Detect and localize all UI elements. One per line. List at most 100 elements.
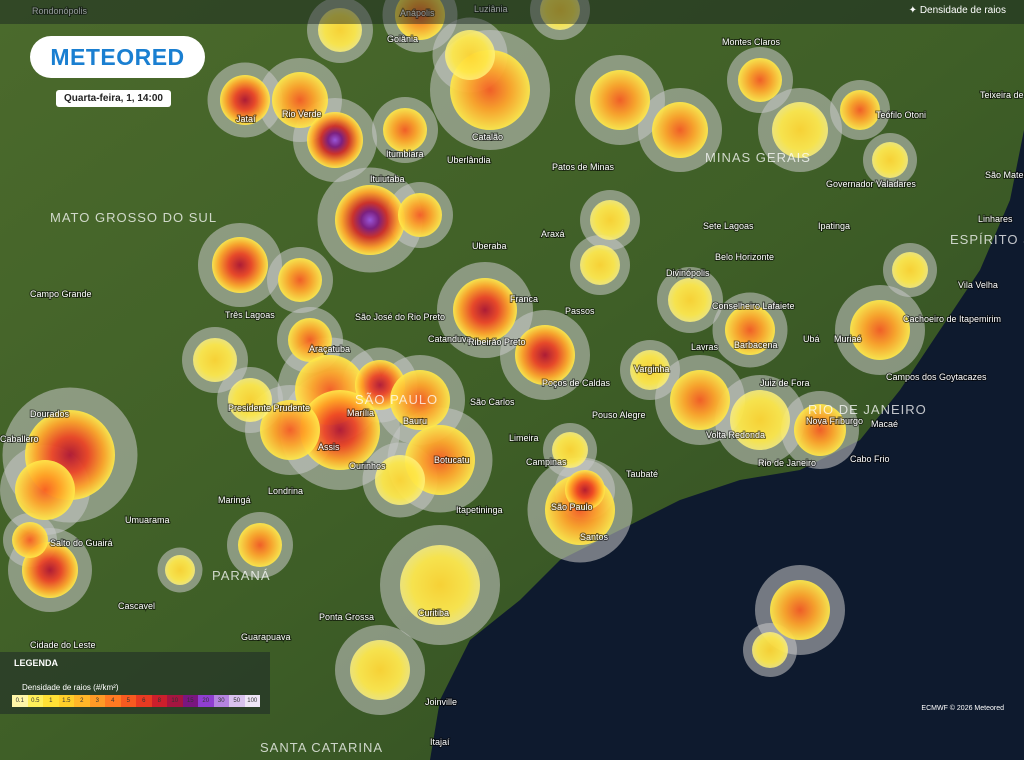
storm-cell (652, 102, 708, 158)
city-label: Linhares (978, 214, 1013, 224)
layer-label: Densidade de raios (919, 5, 1006, 16)
storm-cell (278, 258, 322, 302)
city-label: Cascavel (118, 601, 155, 611)
city-label: Teófilo Otoni (876, 110, 926, 120)
city-label: Volta Redonda (706, 430, 765, 440)
storm-cell (565, 470, 605, 510)
storm-cell (772, 102, 828, 158)
city-label: Maringá (218, 495, 251, 505)
city-label: Rio Verde (282, 109, 322, 119)
city-label: Macaé (871, 419, 898, 429)
city-label: Cachoeiro de Itapemirim (903, 314, 1001, 324)
city-label: Ourinhos (349, 461, 386, 471)
storm-cell (892, 252, 928, 288)
city-label: Ipatinga (818, 221, 850, 231)
city-label: Ribeirão Preto (468, 337, 526, 347)
state-label: RIO DE JANEIRO (808, 402, 927, 417)
legend-swatch: 1.5 (58, 695, 74, 707)
city-label: Campos dos Goytacazes (886, 372, 987, 382)
city-label: Guarapuava (241, 632, 291, 642)
city-label: Itumbiara (386, 149, 424, 159)
city-label: Londrina (268, 486, 303, 496)
city-label: Nova Friburgo (806, 416, 863, 426)
storm-cell (260, 400, 320, 460)
city-label: Franca (510, 294, 538, 304)
city-label: Taubaté (626, 469, 658, 479)
logo[interactable]: METEORED (30, 36, 205, 78)
state-label: PARANÁ (212, 568, 271, 583)
city-label: Divinópolis (666, 268, 710, 278)
legend-swatch: 4 (105, 695, 121, 707)
storm-cell (300, 390, 380, 470)
storm-cell (390, 370, 450, 430)
legend-title: Densidade de raios (#/km²) (22, 683, 119, 692)
city-label: Montes Claros (722, 37, 781, 47)
storm-cell (580, 245, 620, 285)
city-label: Botucatu (434, 455, 470, 465)
state-label: MATO GROSSO DO SUL (50, 210, 217, 225)
storm-cell (730, 390, 790, 450)
city-label: Ubá (803, 334, 820, 344)
city-label: Conselheiro Lafaiete (712, 301, 795, 311)
storm-cell (395, 0, 445, 40)
city-label: Catanduva (428, 334, 472, 344)
city-label: Governador Valadares (826, 179, 916, 189)
storm-cell (335, 185, 405, 255)
state-label: ESPÍRITO SANTO (950, 232, 1024, 247)
storm-cell (193, 338, 237, 382)
city-label: Itapetininga (456, 505, 503, 515)
legend-swatch: 100 (244, 695, 260, 707)
city-label: Uberlândia (447, 155, 491, 165)
legend-swatch: 1 (43, 695, 59, 707)
city-label: Ponta Grossa (319, 612, 374, 622)
legend-swatch: 0.1 (12, 695, 28, 707)
lightning-density (12, 0, 928, 700)
city-label: Anápolis (400, 8, 435, 18)
storm-cell (165, 555, 195, 585)
city-label: Ituiutaba (370, 174, 405, 184)
city-label: Lavras (691, 342, 719, 352)
city-label: Presidente Prudente (228, 403, 310, 413)
legend-heading: LEGENDA (14, 658, 59, 668)
storm-cell (220, 75, 270, 125)
city-label: São Paulo (551, 502, 593, 512)
storm-cell (670, 370, 730, 430)
storm-cell (350, 640, 410, 700)
legend-swatch: 8 (151, 695, 167, 707)
storm-cell (770, 580, 830, 640)
city-label: Campo Grande (30, 289, 92, 299)
storm-cell (725, 305, 775, 355)
legend-swatch: 15 (182, 695, 198, 707)
layer-button[interactable]: ✦ Densidade de raios (908, 5, 1006, 16)
storm-cell (590, 70, 650, 130)
storm-cell (453, 278, 517, 342)
city-label: Passos (565, 306, 595, 316)
storm-cell (12, 522, 48, 558)
state-label: SÃO PAULO (355, 392, 438, 407)
legend-swatch: 2 (74, 695, 90, 707)
city-label: Araçatuba (309, 344, 350, 354)
city-label: Santos (580, 532, 609, 542)
storm-cell (400, 545, 480, 625)
state-label: MINAS GERAIS (705, 150, 811, 165)
state-label: SANTA CATARINA (260, 740, 383, 755)
city-label: Cidade do Leste (30, 640, 96, 650)
city-label: Luziânia (474, 4, 508, 14)
storm-cell (445, 30, 495, 80)
labels: Rondonópolis Anápolis Luziânia Goiânia Monte… (0, 3, 1024, 755)
top-bar (0, 0, 1024, 24)
city-label: Joinville (425, 697, 457, 707)
storm-cell (383, 108, 427, 152)
legend-scale: 0.1 0.5 1 1.5 2 3 4 5 6 8 10 15 20 30 50 100 (12, 695, 260, 707)
city-label: Belo Horizonte (715, 252, 774, 262)
city-label: Três Lagoas (225, 310, 275, 320)
storm-cell (590, 200, 630, 240)
legend-swatch: 3 (89, 695, 105, 707)
city-label: Caballero (0, 434, 39, 444)
storm-cell (630, 350, 670, 390)
city-label: Goiânia (387, 34, 418, 44)
storm-cell (288, 318, 332, 362)
city-label: Marília (347, 408, 374, 418)
storm-cell (375, 455, 425, 505)
storm-cell (738, 58, 782, 102)
